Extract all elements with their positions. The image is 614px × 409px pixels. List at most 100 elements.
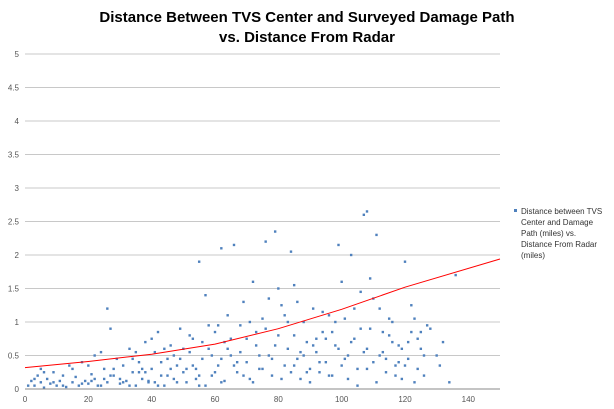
data-point (220, 357, 223, 361)
data-point (131, 357, 134, 361)
data-point (112, 367, 115, 371)
data-point (229, 337, 233, 340)
data-point (362, 350, 366, 354)
data-point (296, 300, 299, 304)
data-point (378, 307, 381, 310)
data-point (397, 344, 400, 347)
data-point (359, 290, 362, 294)
data-point (384, 357, 388, 361)
data-point (64, 385, 68, 389)
data-point (296, 357, 299, 361)
data-point (112, 374, 115, 377)
data-point (283, 314, 286, 317)
data-point (210, 374, 214, 377)
data-point (115, 357, 119, 361)
data-point (365, 210, 369, 213)
data-point (71, 381, 74, 384)
data-point (280, 304, 283, 307)
data-point (102, 377, 106, 381)
data-point (372, 361, 375, 364)
data-point (254, 344, 258, 347)
data-point (311, 307, 315, 310)
data-point (134, 384, 138, 387)
data-point (166, 374, 169, 377)
legend-label-line-3: Path (miles) vs. (521, 229, 576, 238)
data-point (267, 297, 271, 300)
data-point (248, 377, 252, 381)
data-point (254, 330, 258, 334)
y-tick-label: 3.5 (8, 151, 20, 160)
data-point (327, 314, 331, 317)
data-point (201, 357, 204, 361)
data-point (159, 361, 163, 364)
data-point (381, 350, 385, 354)
data-point (286, 320, 290, 324)
data-point (270, 357, 274, 361)
data-point (128, 384, 131, 387)
data-point (140, 377, 144, 381)
data-point (289, 250, 293, 253)
x-axis-tick-labels: 0 20 40 60 80 100 120 140 (23, 395, 476, 404)
data-point (346, 354, 350, 357)
data-point (349, 340, 353, 344)
data-point (435, 354, 438, 357)
data-point (406, 357, 410, 361)
x-tick-label: 20 (84, 395, 93, 404)
data-point (39, 381, 43, 384)
data-point (422, 374, 426, 377)
data-point (30, 379, 33, 383)
data-point (362, 213, 366, 216)
data-point (343, 317, 347, 320)
data-point (330, 330, 334, 334)
data-point (324, 337, 328, 340)
data-point (239, 324, 242, 327)
data-point (242, 300, 245, 304)
data-point (365, 367, 369, 371)
data-point (356, 384, 359, 387)
y-axis-tick-labels: 0 0.5 1 1.5 2 2.5 3 3.5 4 4.5 5 (8, 50, 20, 394)
data-point (144, 340, 147, 344)
data-point (261, 367, 264, 371)
x-tick-label: 0 (23, 395, 28, 404)
data-point (90, 373, 93, 376)
data-point (429, 327, 432, 330)
data-point (140, 367, 144, 371)
data-point (277, 287, 280, 290)
data-point (311, 344, 315, 347)
data-point (42, 386, 46, 389)
data-point (302, 354, 305, 357)
data-point (403, 260, 407, 263)
data-point (106, 307, 109, 310)
data-point (315, 350, 318, 354)
data-point (226, 347, 229, 350)
data-point (264, 327, 267, 330)
data-point (109, 374, 112, 377)
data-point (197, 374, 201, 377)
data-point (251, 280, 255, 283)
data-point (131, 371, 134, 374)
data-point (134, 350, 138, 354)
x-tick-label: 140 (462, 395, 476, 404)
data-point (321, 330, 324, 334)
data-point (87, 382, 90, 385)
y-tick-label: 4 (15, 117, 20, 126)
data-point (340, 364, 343, 367)
data-point (349, 253, 353, 257)
data-point (400, 377, 404, 381)
y-tick-label: 4.5 (8, 84, 20, 93)
data-point (356, 367, 359, 371)
data-point (52, 381, 55, 384)
data-point (153, 350, 157, 354)
y-tick-label: 3 (15, 184, 20, 193)
data-point (26, 384, 30, 387)
data-point (454, 273, 457, 277)
data-point (118, 377, 122, 381)
data-point (33, 377, 36, 381)
data-point (61, 384, 65, 387)
data-point (406, 340, 410, 344)
data-point (172, 377, 176, 381)
data-point (280, 377, 283, 381)
data-point (169, 367, 172, 371)
data-point (353, 337, 356, 340)
data-point (261, 317, 264, 320)
